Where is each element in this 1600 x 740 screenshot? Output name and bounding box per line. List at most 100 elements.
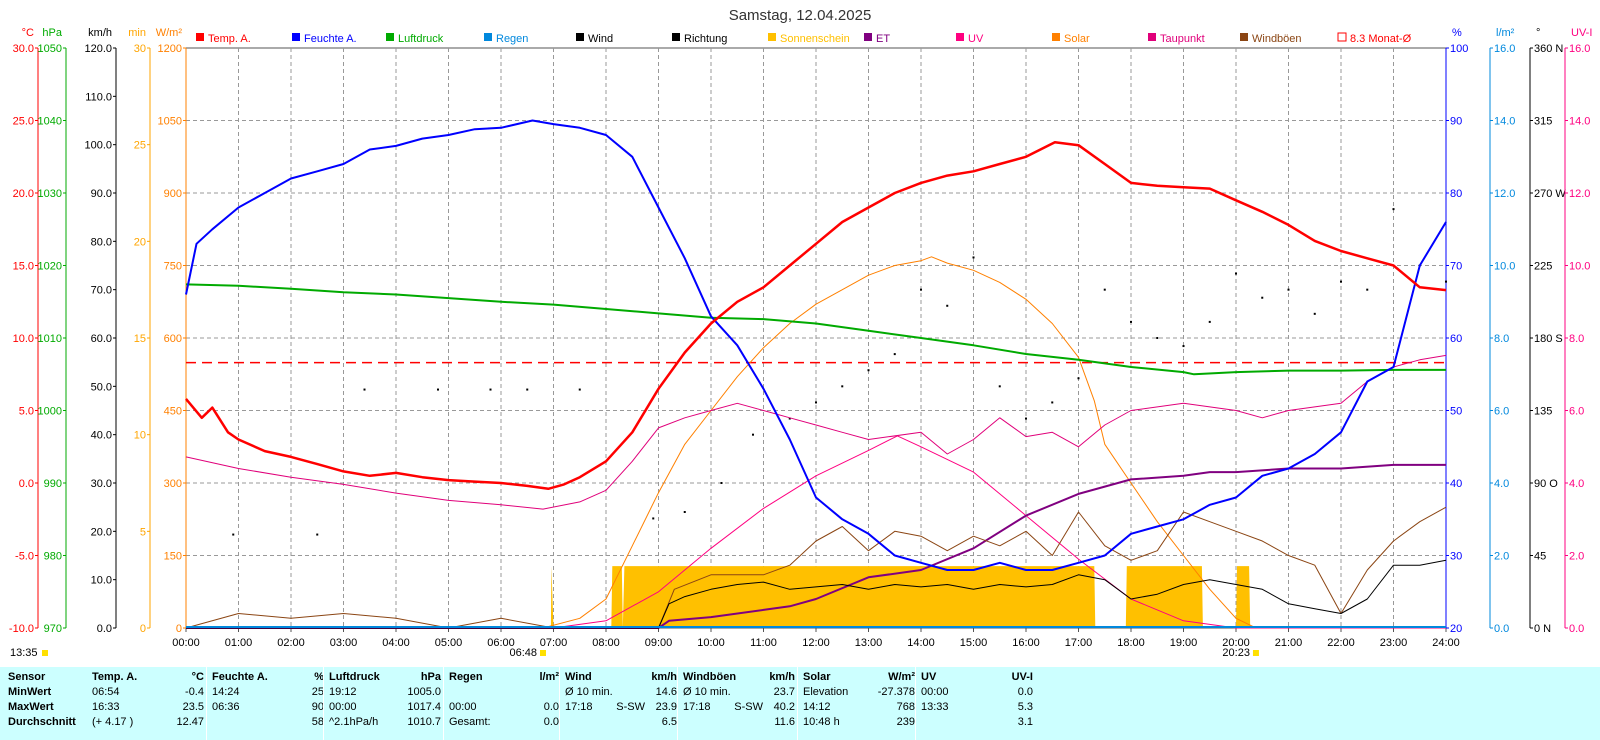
stats-time: Gesamt: (449, 716, 491, 728)
stats-value: 1017.4 (407, 701, 441, 713)
y-tick-label: 40 (1450, 478, 1462, 490)
y-axis-unit: ° (1536, 27, 1540, 39)
legend-swatch (768, 33, 776, 41)
x-tick-label: 19:00 (1170, 637, 1198, 649)
stats-value: 0.0 (543, 716, 559, 728)
y-tick-label: 110.0 (85, 91, 112, 103)
stats-value: -0.4 (185, 686, 204, 698)
stats-sensor-unit: hPa (420, 671, 441, 683)
stats-sensor-name: Solar (803, 671, 831, 683)
stats-time: 06:54 (92, 686, 120, 698)
stats-value: 6.5 (661, 716, 677, 728)
direction-point (489, 388, 492, 391)
y-tick-label: 30.0 (13, 43, 34, 55)
stats-value: 3.1 (1017, 716, 1033, 728)
y-tick-label: -5.0 (15, 551, 34, 563)
legend-swatch (576, 33, 584, 41)
x-tick-label: 01:00 (225, 637, 253, 649)
y-tick-label: 15.0 (13, 261, 34, 273)
y-tick-label: 90.0 (91, 188, 112, 200)
y-tick-label: 10 (134, 430, 146, 442)
x-tick-label: 22:00 (1327, 637, 1355, 649)
y-tick-label: 50.0 (91, 381, 112, 393)
y-tick-label: 12.0 (1569, 188, 1590, 200)
y-tick-label: 80 (1450, 188, 1462, 200)
stats-time: Elevation (803, 686, 849, 698)
y-tick-label: 0.0 (1569, 623, 1584, 635)
direction-point (316, 533, 319, 536)
y-tick-label: 270 W (1534, 188, 1566, 200)
x-tick-label: 08:00 (592, 637, 620, 649)
y-tick-label: 1200 (158, 43, 182, 55)
direction-point (1051, 401, 1054, 404)
y-tick-label: 90 O (1534, 478, 1558, 490)
y-tick-label: 0.0 (1494, 623, 1509, 635)
x-tick-label: 09:00 (645, 637, 673, 649)
weather-chart: Samstag, 12.04.2025 Temp. A. Feuchte A. Luf… (9, 7, 1592, 659)
daylength-label: 13:35 (10, 647, 38, 659)
legend-swatch (292, 33, 300, 41)
y-tick-label: 10.0 (13, 333, 34, 345)
y-tick-label: 10.0 (91, 575, 112, 587)
legend-swatch (1337, 32, 1347, 42)
stats-value: 58 (311, 716, 324, 728)
y-tick-label: 900 (164, 188, 182, 200)
direction-point (526, 388, 529, 391)
sunrise-label: 06:48 (509, 647, 537, 659)
y-tick-label: 60.0 (91, 333, 112, 345)
stats-sensor-unit: km/h (651, 671, 677, 683)
x-tick-label: 10:00 (697, 637, 725, 649)
x-tick-label: 14:00 (907, 637, 935, 649)
y-axis-unit: hPa (42, 27, 62, 39)
y-tick-label: 20 (134, 236, 146, 248)
y-tick-label: 50 (1450, 406, 1462, 418)
y-tick-label: 16.0 (1494, 43, 1515, 55)
stats-sensor-name: Luftdruck (329, 671, 380, 683)
stats-time: 06:36 (212, 701, 240, 713)
stats-sensor-unit: °C (191, 671, 204, 683)
x-tick-label: 12:00 (802, 637, 830, 649)
stats-time: (+ 4.17 ) (92, 716, 134, 728)
daylength-marker (42, 650, 48, 656)
stats-sensor-name: UV (921, 671, 937, 683)
y-tick-label: 10.0 (1569, 261, 1590, 273)
y-axis-unit: % (1452, 27, 1462, 39)
y-tick-label: 0 (176, 623, 182, 635)
x-tick-label: 07:00 (540, 637, 568, 649)
stats-value: 90 (311, 701, 324, 713)
stats-column-divider (443, 667, 444, 740)
direction-point (752, 433, 754, 436)
stats-header-sensor: Sensor (8, 671, 46, 683)
legend-label: Taupunkt (1160, 33, 1205, 45)
legend-label: Windböen (1252, 33, 1302, 45)
legend-swatch (672, 33, 680, 41)
stats-value: 0.0 (1017, 686, 1033, 698)
stats-time: 13:33 (921, 701, 949, 713)
stats-column-divider (797, 667, 798, 740)
stats-value: -27.378 (877, 686, 915, 698)
stats-value: 23.5 (182, 701, 204, 713)
stats-sensor-name: Regen (449, 671, 483, 683)
direction-point (893, 353, 896, 356)
y-tick-label: 2.0 (1569, 551, 1584, 563)
y-tick-label: 14.0 (1569, 116, 1590, 128)
stats-column-divider (677, 667, 678, 740)
series-sonnenschein (186, 566, 1446, 628)
stats-sensor-unit: km/h (769, 671, 795, 683)
x-tick-label: 06:00 (487, 637, 515, 649)
y-tick-label: 0.0 (19, 478, 34, 490)
x-tick-label: 21:00 (1275, 637, 1303, 649)
legend-swatch (864, 33, 872, 41)
y-tick-label: 12.0 (1494, 188, 1515, 200)
stats-value: 0.0 (543, 701, 559, 713)
direction-point (652, 517, 655, 520)
direction-point (788, 417, 791, 420)
y-tick-label: 1030 (38, 188, 62, 200)
y-tick-label: 4.0 (1494, 478, 1509, 490)
y-tick-label: 135 (1534, 406, 1552, 418)
series-et (186, 463, 1446, 629)
y-axis-unit: km/h (88, 27, 112, 39)
stats-time: 17:18 (565, 701, 593, 713)
y-tick-label: 0 N (1534, 623, 1551, 635)
y-tick-label: 90 (1450, 116, 1462, 128)
